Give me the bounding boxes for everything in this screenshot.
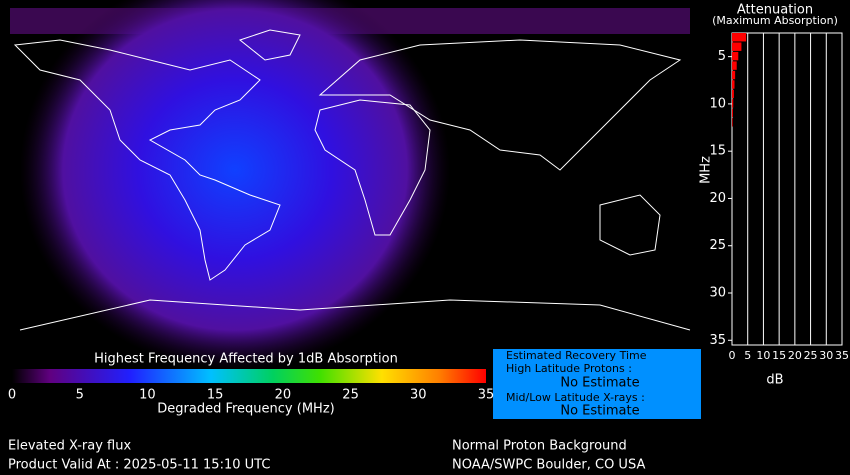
x-tick-label: 0 xyxy=(729,349,736,362)
colorbar-title: Highest Frequency Affected by 1dB Absorp… xyxy=(94,352,398,367)
footer-right-2: NOAA/SWPC Boulder, CO USA xyxy=(452,458,645,473)
x-tick-label: 25 xyxy=(804,349,818,362)
y-tick-label: 15 xyxy=(709,144,726,159)
bar xyxy=(732,89,734,99)
y-tick-label: 5 xyxy=(718,49,726,64)
y-tick-label: 10 xyxy=(709,96,726,111)
bar xyxy=(732,42,742,51)
info-title: Estimated Recovery Time xyxy=(506,349,647,362)
x-tick-label: 10 xyxy=(756,349,770,362)
x-axis-label: dB xyxy=(766,373,783,388)
info-mid-value: No Estimate xyxy=(560,404,639,419)
bar xyxy=(732,108,733,118)
colorbar-tick-label: 5 xyxy=(76,388,84,403)
bar xyxy=(732,33,747,42)
x-tick-label: 15 xyxy=(772,349,786,362)
info-high-value: No Estimate xyxy=(560,376,639,391)
x-tick-label: 5 xyxy=(744,349,751,362)
y-tick-label: 30 xyxy=(709,286,726,301)
x-tick-label: 30 xyxy=(819,349,833,362)
footer-left-1: Elevated X-ray flux xyxy=(8,439,131,454)
coastlines xyxy=(13,29,691,331)
y-tick-label: 20 xyxy=(709,191,726,206)
colorbar-tick-label: 35 xyxy=(478,388,495,403)
colorbar-label: Degraded Frequency (MHz) xyxy=(157,402,334,417)
attn-title: Attenuation xyxy=(737,3,813,18)
x-tick-label: 35 xyxy=(835,349,849,362)
bar xyxy=(732,80,735,89)
bar xyxy=(732,61,737,70)
bar xyxy=(732,118,733,127)
bar xyxy=(732,70,736,80)
footer-right-1: Normal Proton Background xyxy=(452,439,627,454)
colorbar-tick-label: 0 xyxy=(8,388,16,403)
colorbar-tick-label: 30 xyxy=(410,388,427,403)
colorbar xyxy=(12,369,486,383)
attn-frame xyxy=(731,32,843,346)
bar xyxy=(732,99,734,108)
x-tick-label: 20 xyxy=(788,349,802,362)
y-tick-label: 35 xyxy=(709,333,726,348)
colorbar-tick-label: 20 xyxy=(275,388,292,403)
bar xyxy=(732,51,739,61)
footer-left-2: Product Valid At : 2025-05-11 15:10 UTC xyxy=(8,458,270,473)
colorbar-tick-label: 25 xyxy=(342,388,359,403)
y-tick-label: 25 xyxy=(709,238,726,253)
info-box xyxy=(493,349,701,419)
y-axis-label: MHz xyxy=(699,156,714,184)
map xyxy=(10,0,691,370)
info-high-label: High Latitude Protons : xyxy=(506,362,632,375)
info-mid-label: Mid/Low Latitude X-rays : xyxy=(506,391,645,404)
attn-subtitle: (Maximum Absorption) xyxy=(712,14,838,27)
absorption-region xyxy=(20,0,450,370)
colorbar-tick-label: 10 xyxy=(139,388,156,403)
colorbar-tick-label: 15 xyxy=(207,388,224,403)
